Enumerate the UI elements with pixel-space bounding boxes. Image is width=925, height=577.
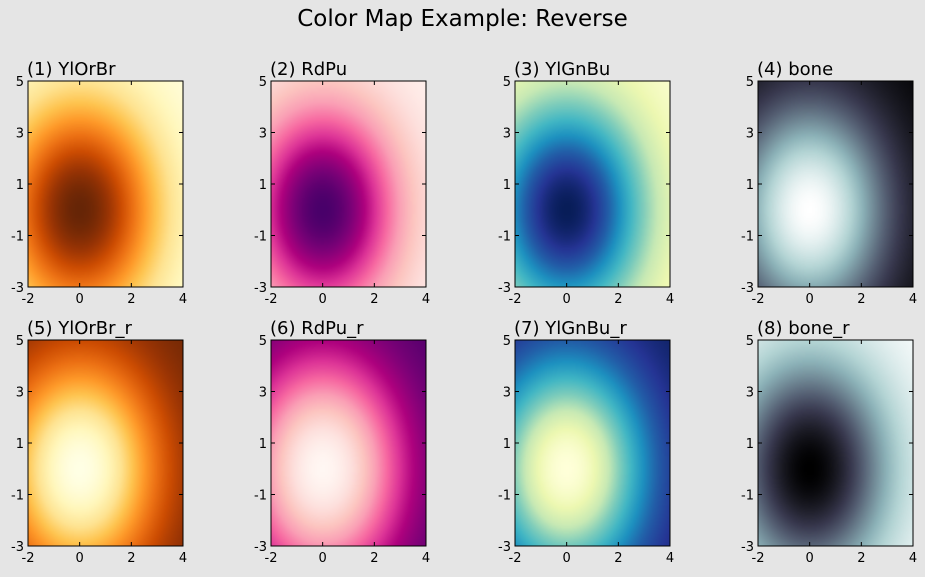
subplot-title: (8) bone_r	[757, 318, 850, 339]
x-tick-label: 0	[76, 292, 84, 307]
heatmap-image	[758, 81, 913, 287]
x-tick-label: -2	[22, 551, 35, 566]
y-tick-label: -3	[498, 281, 511, 296]
y-tick-label: 1	[503, 178, 511, 193]
x-tick-label: 0	[563, 292, 571, 307]
y-tick-label: 3	[259, 127, 267, 142]
y-tick-label: 3	[259, 386, 267, 401]
x-tick-label: 4	[422, 292, 430, 307]
subplot-7: (7) YlGnBu_r -2 0 2 4 5 3 1 -1 -3	[498, 318, 674, 566]
y-tick-label: -1	[11, 489, 24, 504]
y-tick-label: 1	[259, 178, 267, 193]
x-tick-label: 2	[614, 551, 622, 566]
subplot-title: (3) YlGnBu	[514, 59, 610, 80]
subplot-title: (6) RdPu_r	[270, 318, 364, 339]
x-tick-label: 4	[909, 292, 917, 307]
subplot-4: (4) bone -2 0 2 4 5 3 1 -1 -3	[741, 59, 917, 307]
y-tick-label: -1	[741, 489, 754, 504]
subplot-title: (2) RdPu	[270, 59, 347, 80]
x-tick-label: 0	[319, 551, 327, 566]
x-tick-label: 4	[179, 551, 187, 566]
x-tick-label: -2	[265, 292, 278, 307]
heatmap-image	[28, 340, 183, 546]
x-tick-label: 2	[370, 292, 378, 307]
y-tick-label: 1	[259, 437, 267, 452]
y-tick-label: 3	[503, 127, 511, 142]
x-tick-label: 2	[857, 292, 865, 307]
y-tick-label: 5	[503, 334, 511, 349]
y-tick-label: 5	[259, 334, 267, 349]
subplot-8: (8) bone_r -2 0 2 4 5 3 1 -1 -3	[741, 318, 917, 566]
y-tick-label: -3	[11, 281, 24, 296]
y-tick-label: 1	[746, 178, 754, 193]
x-tick-label: -2	[22, 292, 35, 307]
x-tick-label: -2	[752, 551, 765, 566]
y-tick-label: -1	[254, 489, 267, 504]
y-tick-label: -3	[254, 540, 267, 555]
subplot-title: (5) YlOrBr_r	[27, 318, 133, 339]
y-tick-label: -3	[254, 281, 267, 296]
x-tick-label: 0	[76, 551, 84, 566]
y-tick-label: -1	[254, 230, 267, 245]
x-tick-label: 4	[909, 551, 917, 566]
y-tick-label: -3	[498, 540, 511, 555]
subplot-5: (5) YlOrBr_r -2 0 2 4 5 3 1 -1 -3	[11, 318, 187, 566]
y-tick-label: 3	[746, 386, 754, 401]
x-tick-label: 2	[614, 292, 622, 307]
y-tick-label: -3	[741, 281, 754, 296]
x-tick-label: 0	[319, 292, 327, 307]
y-tick-label: 5	[503, 75, 511, 90]
y-tick-label: 5	[16, 75, 24, 90]
y-tick-label: 3	[16, 127, 24, 142]
x-tick-label: 4	[422, 551, 430, 566]
subplot-title: (4) bone	[757, 59, 833, 80]
y-tick-label: 3	[16, 386, 24, 401]
x-tick-label: -2	[265, 551, 278, 566]
heatmap-image	[515, 81, 670, 287]
y-tick-label: -1	[11, 230, 24, 245]
x-tick-label: -2	[509, 551, 522, 566]
x-tick-label: 4	[179, 292, 187, 307]
subplot-3: (3) YlGnBu -2 0 2 4 5 3 1 -1 -3	[498, 59, 674, 307]
x-tick-label: 2	[127, 292, 135, 307]
y-tick-label: 5	[746, 75, 754, 90]
y-tick-label: 5	[16, 334, 24, 349]
y-tick-label: 3	[503, 386, 511, 401]
x-tick-label: 0	[806, 551, 814, 566]
x-tick-label: -2	[752, 292, 765, 307]
figure-title: Color Map Example: Reverse	[297, 6, 628, 32]
heatmap-image	[271, 81, 426, 287]
x-tick-label: 2	[370, 551, 378, 566]
heatmap-image	[515, 340, 670, 546]
y-tick-label: -3	[11, 540, 24, 555]
x-tick-label: 0	[563, 551, 571, 566]
x-tick-label: 0	[806, 292, 814, 307]
y-tick-label: 1	[16, 178, 24, 193]
y-tick-label: 1	[16, 437, 24, 452]
y-tick-label: 1	[746, 437, 754, 452]
subplot-2: (2) RdPu -2 0 2 4 5 3 1 -1 -3	[254, 59, 430, 307]
subplot-title: (7) YlGnBu_r	[514, 318, 627, 339]
y-tick-label: -3	[741, 540, 754, 555]
y-tick-label: -1	[498, 489, 511, 504]
x-tick-label: 2	[127, 551, 135, 566]
x-tick-label: 4	[666, 551, 674, 566]
x-tick-label: -2	[509, 292, 522, 307]
heatmap-image	[758, 340, 913, 546]
y-tick-label: -1	[741, 230, 754, 245]
y-tick-label: -1	[498, 230, 511, 245]
heatmap-image	[271, 340, 426, 546]
y-tick-label: 5	[746, 334, 754, 349]
subplot-6: (6) RdPu_r -2 0 2 4 5 3 1 -1 -3	[254, 318, 430, 566]
heatmap-image	[28, 81, 183, 287]
y-tick-label: 5	[259, 75, 267, 90]
x-tick-label: 2	[857, 551, 865, 566]
subplot-title: (1) YlOrBr	[27, 59, 116, 80]
subplot-1: (1) YlOrBr -2 0 2 4 5 3 1 -1 -3	[11, 59, 187, 307]
y-tick-label: 1	[503, 437, 511, 452]
x-tick-label: 4	[666, 292, 674, 307]
y-tick-label: 3	[746, 127, 754, 142]
